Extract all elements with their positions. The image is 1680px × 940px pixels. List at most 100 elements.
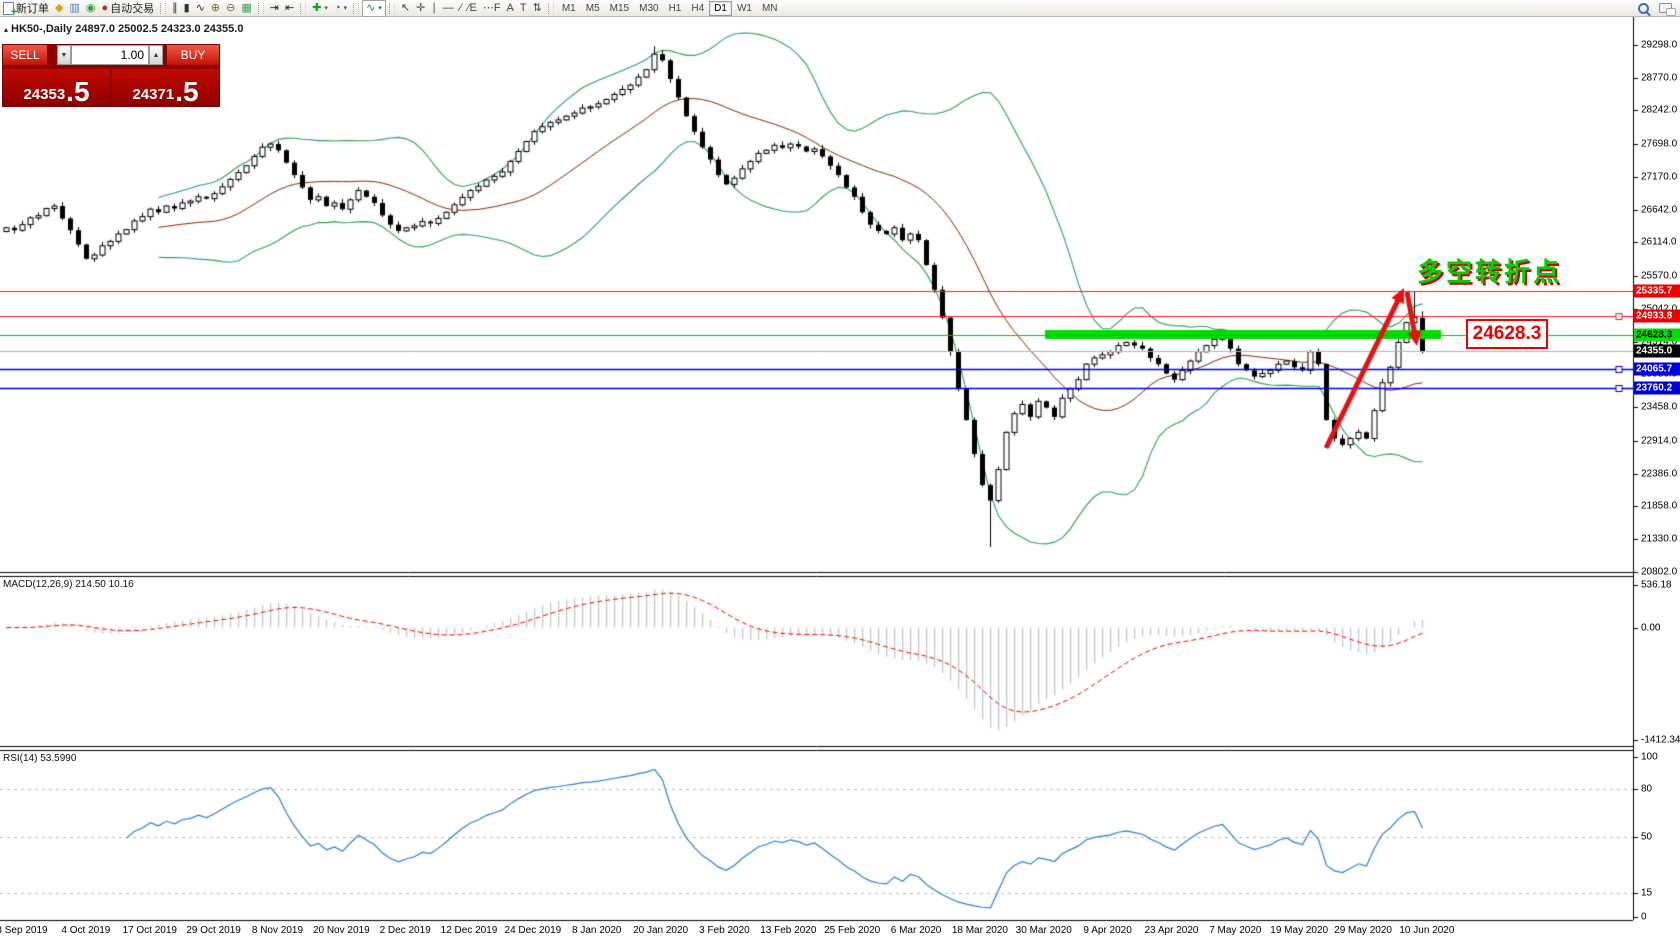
volume-decrease-button[interactable]: ▼ [57, 45, 71, 65]
price-callout-box[interactable]: 24628.3 [1466, 319, 1548, 349]
timeframe-m5[interactable]: M5 [585, 2, 600, 14]
timeframe-m30[interactable]: M30 [639, 2, 659, 14]
price-tick-label: 24514.0 [1641, 336, 1678, 348]
timeframe-d1[interactable]: D1 [709, 0, 732, 16]
add-indicator-button[interactable]: ✚ ▾ [309, 1, 331, 16]
timeframe-h1[interactable]: H1 [668, 2, 682, 14]
rsi-tick-label: 15 [1641, 887, 1653, 899]
crosshair-tool[interactable]: ✛ [416, 1, 426, 14]
level-price-marker: 23760.2 [1634, 381, 1680, 395]
indicator-list-button[interactable]: ∿ ▾ [362, 0, 386, 17]
vertical-line-tool[interactable]: ∣ [431, 1, 437, 14]
timeframe-h4[interactable]: H4 [691, 2, 705, 14]
date-tick-label: 8 Nov 2019 [251, 925, 304, 936]
chevron-down-icon: ▾ [378, 5, 382, 12]
chevron-down-icon: ▾ [343, 5, 348, 12]
text-label-tool[interactable]: T [519, 1, 527, 14]
date-tick-label: 13 Feb 2020 [760, 925, 817, 936]
text-tool[interactable]: A [506, 1, 514, 14]
date-tick-label: 9 Apr 2020 [1083, 925, 1132, 936]
auto-scroll-button[interactable]: ⇥ [267, 1, 282, 16]
date-tick-label: 3 Feb 2020 [699, 925, 750, 936]
tile-windows-icon: ▦ [241, 1, 252, 14]
date-tick-label: 25 Feb 2020 [824, 925, 881, 936]
auto-trade-label: 自动交易 [110, 3, 155, 15]
period-clock-button[interactable]: ◔ ▾ [331, 1, 350, 16]
date-tick-label: 2 Dec 2019 [379, 925, 431, 936]
line-chart-icon: ∿ [195, 1, 205, 14]
price-tick-label: 21858.0 [1641, 500, 1678, 512]
auto-scroll-icon: ⇥ [269, 1, 279, 14]
bar-chart-button[interactable]: ∥ [169, 1, 181, 16]
price-tick-label: 25042.0 [1641, 303, 1677, 314]
chart-shift-button[interactable]: ⇤ [282, 1, 297, 16]
chevron-down-icon: ▾ [324, 5, 328, 12]
date-tick-label: 4 Oct 2019 [61, 925, 111, 936]
buy-button[interactable]: BUY [167, 45, 219, 65]
rsi-indicator-label: RSI(14) 53.5990 [3, 753, 77, 764]
candlestick-chart-button[interactable]: ▮ [181, 1, 193, 16]
profile-button[interactable]: ▥ [66, 1, 82, 16]
line-chart-button[interactable]: ∿ [193, 1, 208, 16]
tile-windows-button[interactable]: ▦ [238, 1, 254, 16]
cursor-tool[interactable]: ↖ [400, 1, 411, 14]
price-tick-label: 29298.0 [1641, 39, 1678, 51]
macd-tick-label: -1412.34 [1641, 734, 1680, 746]
trendline-tool[interactable]: ∕ [459, 1, 462, 14]
period-clock-icon: ◔ [333, 1, 341, 14]
price-tick-label: 21330.0 [1641, 533, 1678, 545]
sell-price-frac: .5 [66, 76, 90, 107]
new-order-button[interactable]: 新订单 [0, 1, 52, 18]
auto-trade-button[interactable]: ● 自动交易 [98, 1, 157, 16]
ohlc-values: 24897.0 25002.5 24323.0 24355.0 [75, 23, 244, 35]
buy-price-main: 24371 [132, 86, 175, 103]
level-price-marker: 24065.7 [1634, 362, 1680, 376]
fibonacci-tool[interactable]: ⋯F [482, 1, 501, 14]
toolbar-grip [300, 2, 307, 14]
symbol-marker-icon: ▴ [4, 25, 9, 34]
horizontal-line-tool[interactable]: — [442, 1, 454, 14]
toolbar-grip [160, 2, 167, 14]
search-icon[interactable] [1638, 2, 1649, 14]
timeframe-mn[interactable]: MN [761, 2, 778, 14]
symbol-period-label: HK50-,Daily [11, 23, 73, 35]
auto-trade-icon: ● [101, 1, 109, 14]
level-price-marker: 24933.8 [1634, 309, 1680, 323]
zoom-out-button[interactable]: ⊖ [223, 1, 238, 16]
add-indicator-icon: ✚ [312, 1, 322, 14]
chat-icon[interactable] [1659, 3, 1676, 16]
chart-shift-icon: ⇤ [284, 1, 295, 14]
macd-indicator-label: MACD(12,26,9) 214.50 10.16 [3, 579, 134, 590]
date-tick-label: 6 Mar 2020 [890, 925, 942, 936]
bar-chart-icon: ∥ [172, 1, 178, 14]
sell-price-main: 24353 [23, 86, 66, 103]
timeframe-m15[interactable]: M15 [609, 2, 630, 14]
level-price-marker: 25335.7 [1634, 284, 1680, 298]
profile-icon: ▥ [69, 1, 80, 14]
sell-button[interactable]: SELL [3, 45, 47, 65]
timeframe-w1[interactable]: W1 [736, 2, 752, 14]
indicator-list-icon: ∿ [366, 1, 376, 14]
buy-price-button[interactable]: 24371.5 [112, 69, 219, 106]
new-order-label: 新订单 [16, 3, 49, 15]
price-tick-label: 22386.0 [1641, 468, 1678, 480]
date-tick-label: 12 Dec 2019 [440, 925, 498, 936]
price-tick-label: 27698.0 [1641, 138, 1678, 150]
signal-button[interactable]: ◉ [83, 1, 99, 16]
deposit-button[interactable]: ◆ [52, 1, 66, 16]
turning-point-annotation[interactable]: 多空转折点 [1417, 257, 1563, 287]
timeframe-m1[interactable]: M1 [561, 2, 576, 14]
zoom-in-button[interactable]: ⊕ [208, 1, 223, 16]
date-tick-label: 20 Jan 2020 [633, 925, 689, 936]
sell-price-button[interactable]: 24353.5 [3, 69, 110, 106]
price-tick-label: 22914.0 [1641, 435, 1678, 447]
rsi-tick-label: 100 [1641, 751, 1658, 763]
equidistant-channel-tool[interactable]: ∕E [467, 1, 477, 14]
volume-increase-button[interactable]: ▲ [149, 45, 163, 65]
date-tick-label: 23 Apr 2020 [1144, 925, 1199, 936]
drawing-toolbar: ↖ ✛ ∣ — ∕ ∕E ⋯F A T ⇅ [398, 1, 545, 16]
volume-input[interactable]: 1.00 [71, 45, 149, 65]
arrows-tool[interactable]: ⇅ [532, 1, 542, 14]
price-tick-label: 26642.0 [1641, 204, 1678, 216]
